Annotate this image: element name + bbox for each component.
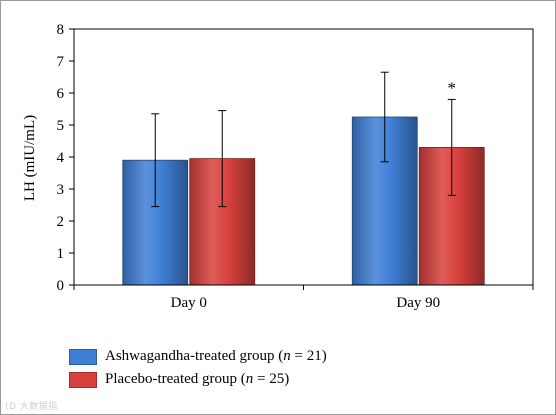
- y-tick-label: 3: [57, 182, 65, 198]
- y-tick-label: 5: [57, 118, 65, 134]
- legend-n-value: = 25): [253, 371, 290, 387]
- y-tick-label: 7: [57, 54, 65, 70]
- legend-n-symbol: n: [283, 348, 291, 364]
- watermark: (D 大数据指: [5, 402, 58, 412]
- bar-chart: LH (mIU/mL) 0 1 2 3 4 5 6 7 8 Day 0 Day 90 *: [22, 22, 534, 311]
- y-tick-label: 6: [57, 86, 65, 102]
- y-tick-label: 2: [57, 214, 65, 230]
- legend-swatch: [69, 371, 97, 388]
- legend-n-value: = 21): [290, 348, 327, 364]
- legend-series-name: Ashwagandha-treated group (: [105, 348, 284, 364]
- legend-n-symbol: n: [245, 371, 254, 387]
- y-tick-label: 1: [57, 246, 65, 262]
- legend-label: Ashwagandha-treated group (n = 21): [105, 348, 327, 365]
- legend: Ashwagandha-treated group (n = 21) Placeb…: [69, 345, 327, 391]
- plot-area-border: [73, 28, 534, 286]
- legend-item: Ashwagandha-treated group (n = 21): [69, 345, 327, 368]
- legend-item: Placebo-treated group (n = 25): [69, 368, 327, 391]
- y-tick-label: 8: [57, 22, 65, 38]
- x-tick-label: Day 90: [396, 295, 440, 311]
- x-tick-label: Day 0: [171, 295, 207, 311]
- legend-series-name: Placebo-treated group (: [105, 371, 246, 387]
- y-tick-label: 0: [57, 278, 65, 294]
- legend-label: Placebo-treated group (n = 25): [105, 371, 289, 388]
- y-tick-label: 4: [57, 150, 65, 166]
- significance-marker: *: [448, 78, 457, 97]
- y-axis-title: LH (mIU/mL): [22, 115, 38, 201]
- legend-swatch: [69, 348, 97, 365]
